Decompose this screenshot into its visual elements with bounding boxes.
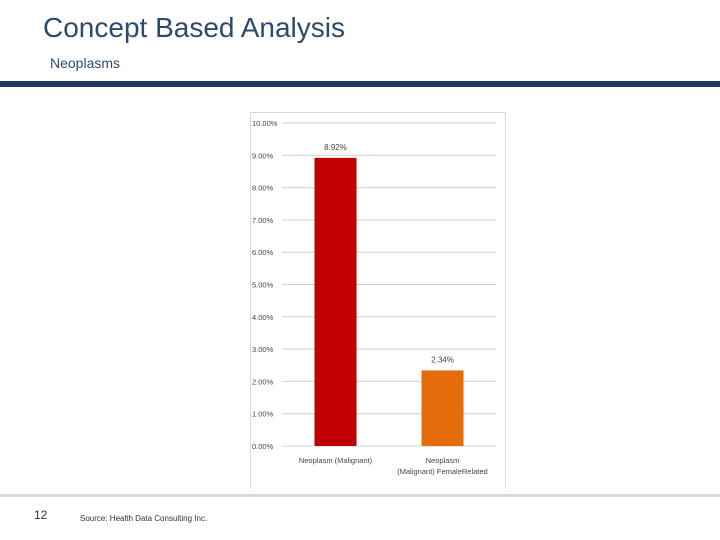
slide-title: Concept Based Analysis [43, 12, 345, 43]
data-label-1: 2.34% [431, 355, 454, 364]
y-tick-label-10: 10.00% [252, 119, 278, 128]
x-tick-label-1-0: Neoplasm [426, 456, 460, 465]
y-tick-label-2: 2.00% [252, 377, 274, 386]
y-tick-label-4: 4.00% [252, 313, 274, 322]
x-tick-label-0-0: Neoplasm (Malignant) [299, 456, 373, 465]
data-label-0: 8.92% [324, 143, 347, 152]
y-tick-label-9: 9.00% [252, 151, 274, 160]
y-tick-label-6: 6.00% [252, 248, 274, 257]
y-tick-label-3: 3.00% [252, 345, 274, 354]
bar-1 [421, 370, 464, 446]
slide-subtitle: Neoplasms [50, 55, 121, 71]
bar-0 [314, 157, 357, 446]
source-note: Source: Health Data Consulting Inc. [80, 514, 208, 523]
footer-divider [0, 494, 720, 497]
y-tick-label-7: 7.00% [252, 216, 274, 225]
y-tick-label-8: 8.00% [252, 184, 274, 193]
bar-chart: 0.00% 1.00% 2.00% 3.00% 4.00% 5.00% 6.00% 7.00%… [252, 119, 496, 476]
y-tick-label-1: 1.00% [252, 410, 274, 419]
page-number: 12 [34, 508, 48, 522]
y-tick-label-5: 5.00% [252, 281, 274, 290]
x-tick-label-1-1: (Malignant) FemaleRelated [397, 467, 487, 476]
title-divider [0, 81, 720, 87]
y-tick-label-0: 0.00% [252, 442, 274, 451]
